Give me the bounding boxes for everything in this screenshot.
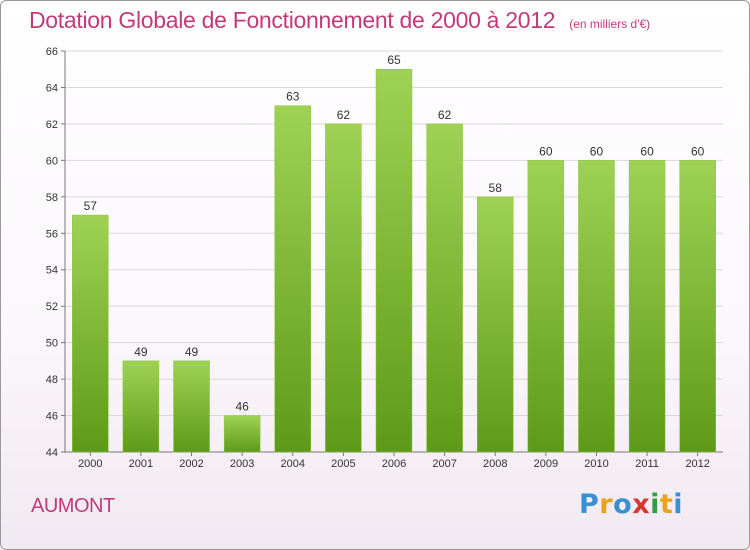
chart-title: Dotation Globale de Fonctionnement de 20…	[29, 7, 650, 34]
x-tick-label: 2001	[129, 458, 153, 470]
x-tick-label: 2005	[331, 458, 355, 470]
data-label: 60	[691, 144, 705, 158]
y-tick-label: 56	[46, 228, 58, 240]
y-tick-label: 46	[46, 411, 58, 423]
proxiti-logo: Proxiti	[579, 489, 683, 520]
y-tick-label: 48	[46, 374, 58, 386]
y-tick-label: 54	[46, 265, 58, 277]
y-tick-label: 44	[46, 447, 58, 459]
logo-letter: o	[613, 489, 633, 520]
x-tick-label: 2009	[534, 458, 558, 470]
bar	[173, 360, 210, 453]
logo-letter: r	[599, 489, 614, 520]
logo-letter: P	[579, 489, 600, 520]
x-tick-label: 2008	[483, 458, 507, 470]
y-tick-label: 52	[46, 301, 58, 313]
data-label: 60	[590, 144, 604, 158]
x-tick-label: 2002	[179, 458, 203, 470]
commune-name: AUMONT	[31, 495, 115, 517]
data-label: 62	[337, 108, 351, 122]
data-label: 63	[286, 90, 300, 104]
data-label: 49	[134, 345, 148, 359]
y-tick-label: 66	[46, 46, 58, 58]
data-label: 57	[84, 199, 98, 213]
y-tick-label: 50	[46, 338, 58, 350]
y-tick-label: 64	[46, 82, 58, 94]
bars	[72, 68, 716, 453]
data-label: 60	[539, 144, 553, 158]
data-label: 58	[489, 181, 503, 195]
data-label: 46	[235, 400, 249, 414]
bar	[426, 123, 463, 453]
logo-letter: x	[632, 489, 651, 520]
bar	[476, 196, 514, 453]
data-label: 60	[640, 144, 654, 158]
x-tick-label: 2011	[635, 458, 659, 470]
y-tick-label: 58	[46, 192, 58, 204]
bar	[628, 160, 666, 453]
x-tick-label: 2010	[584, 458, 608, 470]
bar	[223, 415, 261, 453]
bar	[679, 160, 716, 453]
bar	[578, 160, 615, 453]
x-tick-label: 2003	[230, 458, 254, 470]
bar	[325, 123, 362, 453]
bar	[274, 105, 312, 453]
chart-title-text: Dotation Globale de Fonctionnement de 20…	[29, 7, 556, 33]
logo-letter: i	[650, 489, 660, 520]
y-tick-label: 60	[46, 155, 58, 167]
bar	[122, 360, 160, 453]
bar	[375, 68, 413, 453]
logo-letter: t	[659, 489, 674, 520]
x-tick-label: 2004	[281, 458, 305, 470]
chart-subtitle: (en milliers d'€)	[569, 17, 651, 31]
x-tick-label: 2000	[78, 458, 102, 470]
data-label: 62	[438, 108, 452, 122]
x-tick-label: 2012	[685, 458, 709, 470]
bar	[72, 214, 109, 453]
logo-letter: i	[673, 489, 684, 520]
labels: 44 46 48 50 52 54 56 58 60 62 64 66 57 2000 49 2001 49 20…	[46, 46, 710, 470]
x-tick-label: 2007	[432, 458, 456, 470]
x-tick-label: 2006	[382, 458, 406, 470]
y-tick-label: 62	[46, 119, 58, 131]
data-label: 49	[185, 345, 199, 359]
bar	[527, 160, 565, 453]
data-label: 65	[387, 53, 401, 67]
